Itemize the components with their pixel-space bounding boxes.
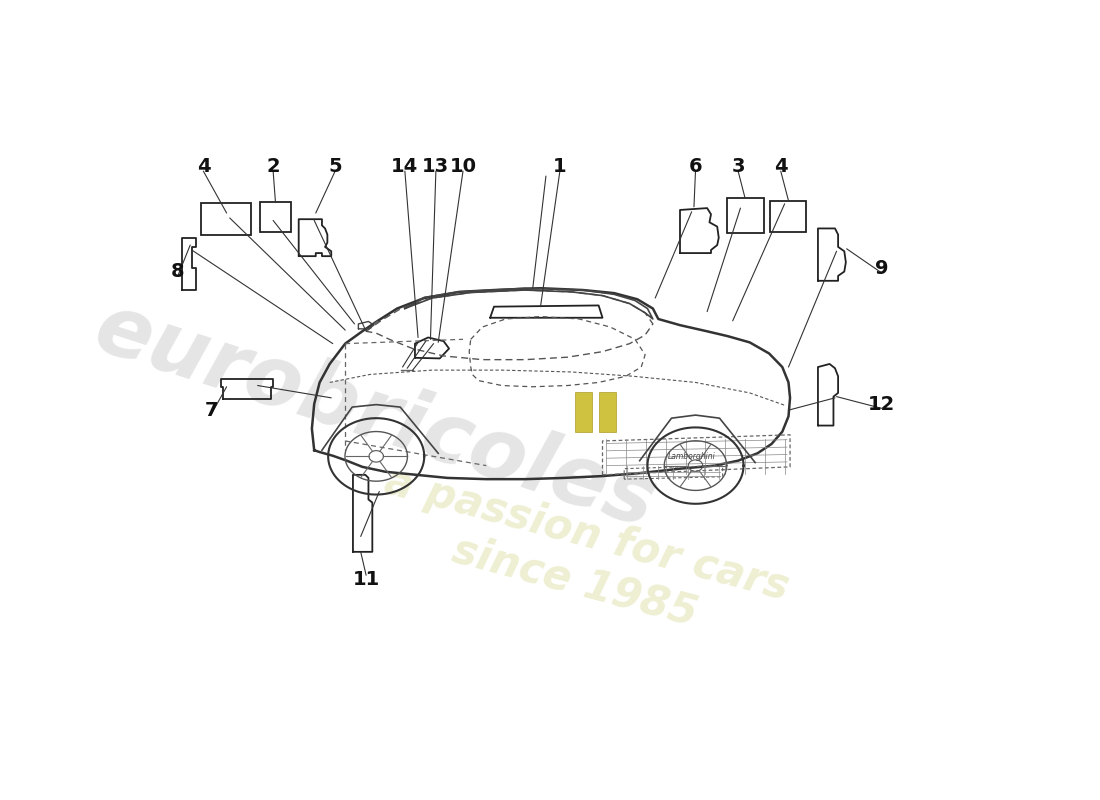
Bar <box>201 202 252 234</box>
Text: 9: 9 <box>874 259 889 278</box>
Text: 7: 7 <box>205 401 218 420</box>
Bar <box>598 392 616 432</box>
Text: 12: 12 <box>868 394 895 414</box>
Text: 5: 5 <box>328 158 342 176</box>
Text: 10: 10 <box>450 158 476 176</box>
Text: 2: 2 <box>266 158 279 176</box>
Text: 13: 13 <box>422 158 450 176</box>
Text: a passion for cars
since 1985: a passion for cars since 1985 <box>367 460 794 656</box>
Text: 8: 8 <box>170 262 185 281</box>
Text: eurobricoles: eurobricoles <box>86 287 667 546</box>
Text: 6: 6 <box>689 158 702 176</box>
Text: Lamborghini: Lamborghini <box>668 452 715 461</box>
Text: 14: 14 <box>392 158 418 176</box>
Bar <box>575 392 593 432</box>
Text: 4: 4 <box>197 158 210 176</box>
Bar <box>726 198 763 233</box>
Text: 4: 4 <box>774 158 788 176</box>
Bar <box>770 201 806 231</box>
Text: 3: 3 <box>732 158 745 176</box>
Text: 1: 1 <box>553 158 566 176</box>
Text: 11: 11 <box>352 570 379 589</box>
Bar <box>260 202 290 231</box>
